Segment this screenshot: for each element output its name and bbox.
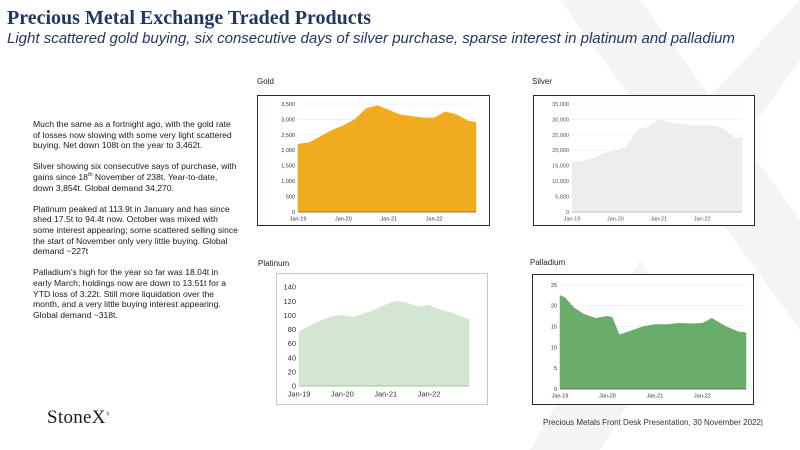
silver-y-tick-label: 35,000 <box>552 102 569 108</box>
palladium-y-tick-label: 0 <box>554 387 557 393</box>
platinum-y-tick-label: 100 <box>283 311 296 320</box>
gold-y-tick-label: 0 <box>292 210 295 216</box>
platinum-x-tick-label: Jan-19 <box>288 390 311 399</box>
silver-y-tick-label: 15,000 <box>552 164 569 170</box>
silver-x-tick-label: Jan-22 <box>694 217 711 223</box>
platinum-chart-svg: 0 20 40 60 80 100 120 140 Jan-19 Jan-20 Jan-21 Jan-… <box>283 283 470 399</box>
platinum-y-tick-label: 0 <box>292 382 296 391</box>
gold-chart-title: Gold <box>257 77 274 86</box>
platinum-x-tick-label: Jan-21 <box>374 390 397 399</box>
gold-chart: 0 500 1,000 1,500 2,000 2,500 3,000 3,500 Jan-19… <box>257 95 490 226</box>
gold-chart-svg: 0 500 1,000 1,500 2,000 2,500 3,000 3,500 Jan-19… <box>281 102 477 223</box>
gold-x-tick-label: Jan-21 <box>380 217 397 223</box>
platinum-x-tick-label: Jan-22 <box>418 390 441 399</box>
stonex-logo: StoneX® <box>47 407 110 428</box>
footer-text: Precious Metals Front Desk Presentation,… <box>543 418 763 427</box>
silver-chart-title: Silver <box>532 77 553 86</box>
gold-commentary: Much the same as a fortnight ago, with t… <box>33 119 232 151</box>
silver-chart-svg: 0 5,000 10,000 15,000 20,000 25,000 30,000 35,0… <box>552 102 743 223</box>
page-title: Precious Metal Exchange Traded Products <box>7 7 372 29</box>
gold-y-tick-label: 3,500 <box>281 102 295 108</box>
gold-y-tick-label: 1,000 <box>281 179 295 185</box>
gold-x-tick-label: Jan-22 <box>426 217 443 223</box>
gold-y-tick-label: 500 <box>286 194 295 200</box>
palladium-y-tick-label: 5 <box>554 366 557 372</box>
palladium-y-tick-label: 20 <box>551 304 557 310</box>
silver-y-tick-label: 20,000 <box>552 148 569 154</box>
platinum-x-tick-label: Jan-20 <box>331 390 354 399</box>
gold-y-tick-label: 2,500 <box>281 133 295 139</box>
platinum-series-area <box>298 300 470 387</box>
gold-x-tick-label: Jan-20 <box>335 217 352 223</box>
platinum-y-tick-label: 120 <box>283 297 296 306</box>
gold-y-tick-label: 2,000 <box>281 148 295 154</box>
silver-x-tick-label: Jan-19 <box>564 217 581 223</box>
gold-x-tick-label: Jan-19 <box>290 217 307 223</box>
platinum-chart: 0 20 40 60 80 100 120 140 Jan-19 Jan-20 Jan-21 Jan-… <box>276 273 488 405</box>
palladium-x-tick-label: Jan-19 <box>552 394 569 400</box>
gold-y-tick-label: 3,000 <box>281 117 295 123</box>
silver-y-tick-label: 30,000 <box>552 117 569 123</box>
gold-series-area <box>297 105 477 213</box>
palladium-series-area <box>559 295 747 390</box>
palladium-chart: 0 5 10 15 20 25 Jan-19 Jan-20 Jan-21 Jan-22 <box>532 274 754 405</box>
palladium-y-tick-label: 10 <box>551 345 557 351</box>
silver-y-tick-label: 25,000 <box>552 133 569 139</box>
silver-series-area <box>571 119 743 213</box>
platinum-y-tick-label: 20 <box>288 367 296 376</box>
platinum-y-tick-label: 80 <box>288 325 296 334</box>
palladium-commentary: Palladium’s high for the year so far was… <box>33 267 226 320</box>
platinum-chart-title: Platinum <box>258 259 290 268</box>
platinum-y-tick-label: 60 <box>288 339 296 348</box>
palladium-chart-title: Palladium <box>530 258 566 267</box>
silver-y-tick-label: 10,000 <box>552 179 569 185</box>
palladium-chart-svg: 0 5 10 15 20 25 Jan-19 Jan-20 Jan-21 Jan-22 <box>551 283 747 400</box>
silver-y-tick-label: 0 <box>566 210 569 216</box>
palladium-x-tick-label: Jan-20 <box>599 394 616 400</box>
palladium-x-tick-label: Jan-21 <box>646 394 663 400</box>
gold-y-tick-label: 1,500 <box>281 164 295 170</box>
silver-y-tick-label: 5,000 <box>555 194 569 200</box>
silver-commentary: Silver showing six consecutive says of p… <box>33 161 237 193</box>
commentary: Much the same as a fortnight ago, with t… <box>33 119 238 331</box>
silver-x-tick-label: Jan-21 <box>650 217 667 223</box>
platinum-y-tick-label: 140 <box>283 283 296 292</box>
platinum-y-tick-label: 40 <box>288 353 296 362</box>
page-subtitle: Light scattered gold buying, six consecu… <box>7 30 735 47</box>
silver-x-tick-label: Jan-20 <box>607 217 624 223</box>
palladium-y-tick-label: 15 <box>551 325 557 331</box>
silver-chart: 0 5,000 10,000 15,000 20,000 25,000 30,000 35,0… <box>533 95 755 226</box>
platinum-commentary: Platinum peaked at 113.9t in January and… <box>33 203 238 257</box>
palladium-x-tick-label: Jan-22 <box>694 394 711 400</box>
palladium-y-tick-label: 25 <box>551 283 557 289</box>
